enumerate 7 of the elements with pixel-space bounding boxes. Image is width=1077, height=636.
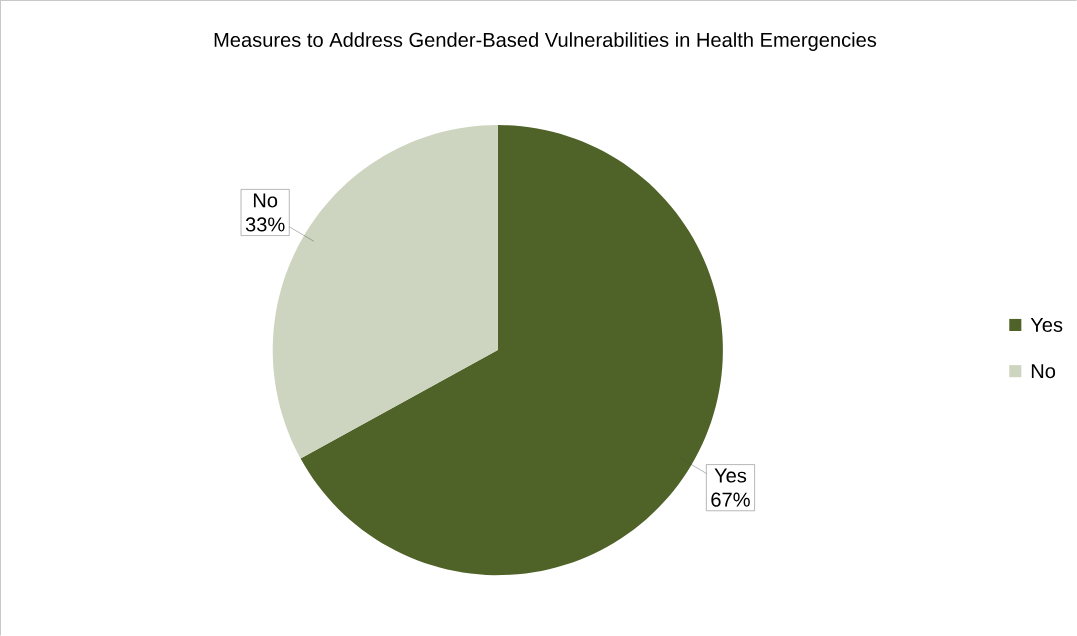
data-label: 67% <box>711 492 750 507</box>
data-label: 33% <box>245 217 285 232</box>
legend-label: Yes <box>1030 318 1063 333</box>
chart-title: Measures to Address Gender-Based Vulnerabilities in Health Emergencies <box>214 32 877 52</box>
legend-label: No <box>1031 364 1056 379</box>
slice-label: Yes <box>714 468 747 483</box>
slice-label: No <box>253 193 278 208</box>
